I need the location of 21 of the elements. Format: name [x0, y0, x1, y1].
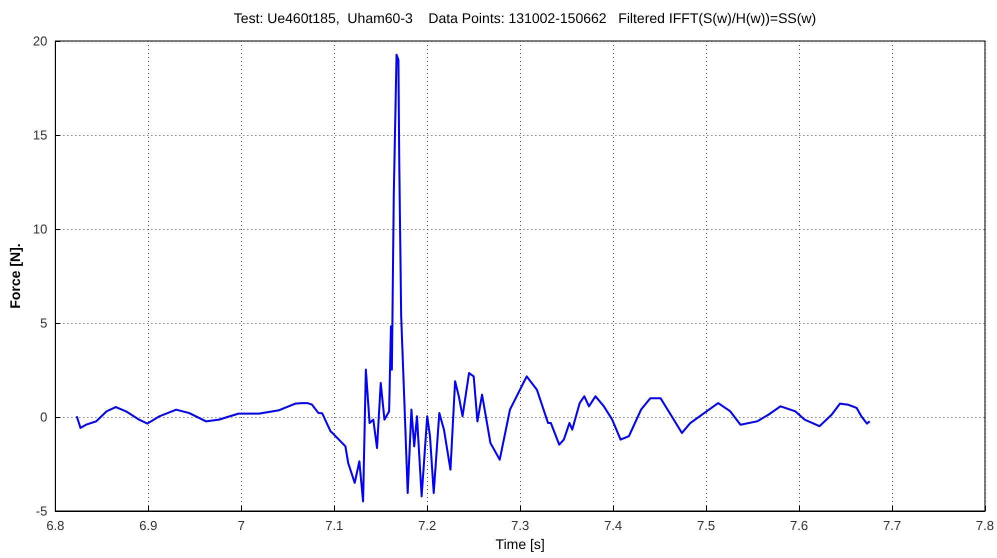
- x-tick-label: 7.3: [511, 518, 530, 533]
- x-tick-label: 7.8: [976, 518, 994, 533]
- x-tick-label: 7: [238, 518, 245, 533]
- y-tick-label: 20: [32, 34, 48, 48]
- x-tick-label: 7.5: [697, 518, 716, 533]
- line-series: [76, 54, 871, 502]
- x-tick-label: 7.7: [882, 518, 902, 533]
- x-tick-label: 6.8: [46, 518, 64, 533]
- y-tick-label: 10: [32, 222, 48, 236]
- x-axis-title: Time [s]: [496, 536, 545, 552]
- y-tick-label: 0: [40, 410, 48, 424]
- chart-title: Test: Ue460t185, Uham60-3 Data Points: 131002-150662 Filtered IFFT(S(w)/H(w))=SS(w): [234, 10, 816, 26]
- x-tick-label: 7.1: [325, 518, 344, 533]
- y-tick-label: -5: [36, 504, 48, 518]
- x-tick-label: 7.4: [604, 518, 622, 533]
- y-tick-label: 5: [40, 316, 48, 330]
- x-tick-label: 6.9: [139, 518, 158, 533]
- y-tick-label: 15: [32, 128, 48, 142]
- x-tick-label: 7.2: [418, 518, 436, 533]
- y-axis-title: Force [N].: [7, 243, 23, 309]
- x-tick-label: 7.6: [790, 518, 808, 533]
